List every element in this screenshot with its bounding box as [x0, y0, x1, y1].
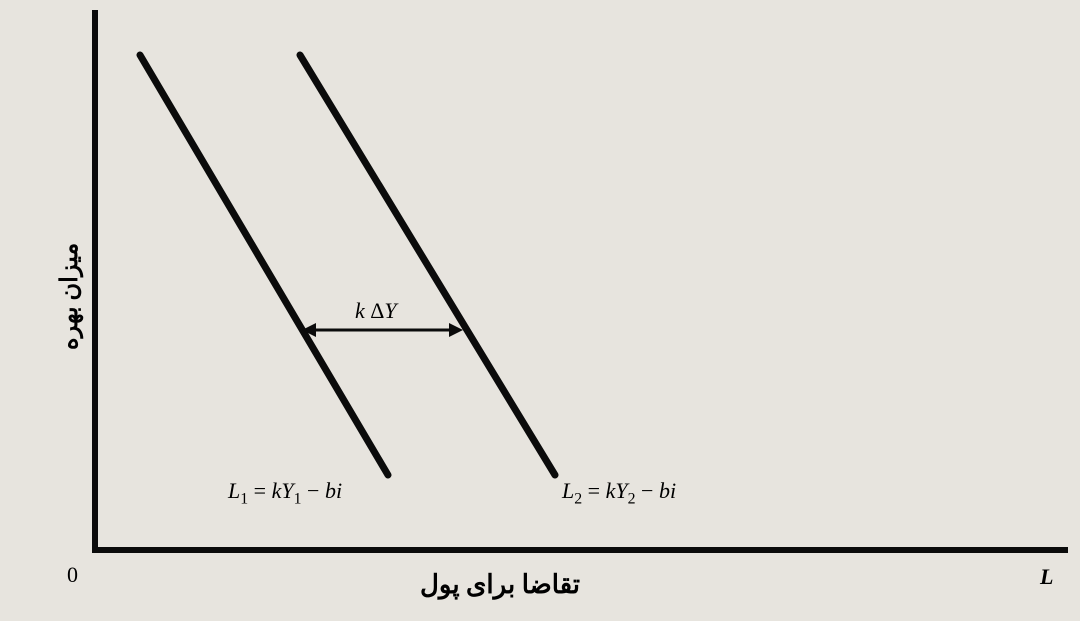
shift-distance-label: k ΔY — [355, 298, 397, 324]
origin-label: 0 — [67, 562, 78, 588]
demand-line-L1 — [140, 55, 388, 475]
demand-line-L2 — [300, 55, 555, 475]
x-axis-end-label: L — [1040, 564, 1053, 590]
line-L1-equation: L1 = kY1 − bi — [228, 478, 342, 508]
x-axis-title: تقاضا برای پول — [420, 570, 580, 600]
chart-svg — [0, 0, 1080, 621]
line-L2-equation: L2 = kY2 − bi — [562, 478, 676, 508]
y-axis-title: میزان بهره — [55, 243, 84, 350]
chart-container: 0 L تقاضا برای پول میزان بهره L1 = kY1 −… — [0, 0, 1080, 621]
